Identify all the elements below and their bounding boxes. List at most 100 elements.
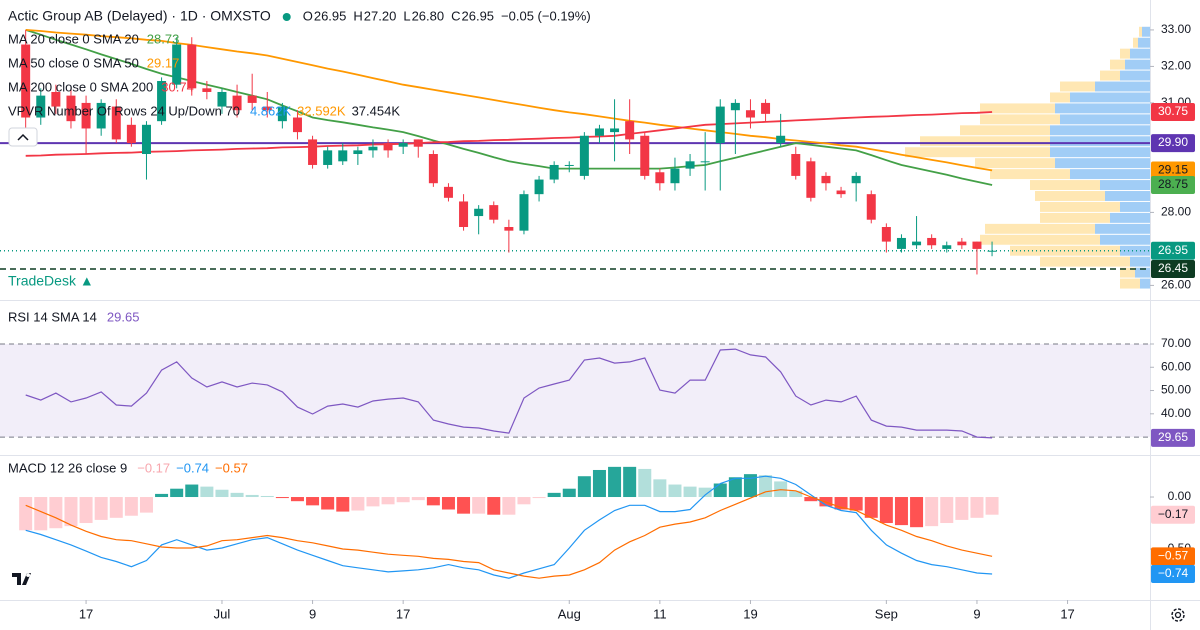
candle-body <box>594 128 604 136</box>
vpvr-down <box>1040 201 1120 212</box>
macd-histogram-bar <box>94 497 108 520</box>
candle-body <box>685 161 695 169</box>
macd-histogram-bar <box>487 497 501 515</box>
macd-histogram-bar <box>940 497 954 524</box>
candle-body <box>262 106 272 111</box>
macd-histogram-bar <box>426 497 440 506</box>
y-tick-label: 40.00 <box>1161 406 1191 420</box>
candle-body <box>625 121 635 140</box>
macd-histogram-bar <box>970 497 984 518</box>
legend-value: 28.73 <box>147 31 180 46</box>
vpvr-down <box>920 136 1050 147</box>
macd-histogram-bar <box>698 487 712 498</box>
macd-histogram-bar <box>804 497 818 502</box>
price-badge <box>1151 134 1195 153</box>
price-badge <box>1151 161 1195 180</box>
vpvr-down <box>980 103 1055 114</box>
ohlc-value: 27.20 <box>364 8 397 23</box>
candle-body <box>443 186 453 198</box>
vpvr-up <box>1050 147 1150 158</box>
candle-body <box>323 150 333 165</box>
price-badge-label: 28.75 <box>1158 177 1188 191</box>
candle-body <box>745 110 755 118</box>
vpvr-down <box>1040 212 1110 223</box>
macd-histogram-bar <box>124 497 138 516</box>
macd-histogram-bar <box>532 497 546 499</box>
moving-average <box>25 111 993 157</box>
macd-histogram-bar <box>879 497 893 524</box>
macd-histogram-bar <box>321 497 335 510</box>
legend-value: 37.454K <box>352 103 401 118</box>
price-badge-label: 26.45 <box>1158 261 1188 275</box>
macd-histogram-bar <box>608 466 622 498</box>
y-tick-label: 26.00 <box>1161 278 1191 292</box>
macd-histogram-bar <box>562 488 576 498</box>
market-status-dot <box>282 13 291 21</box>
price-badge-label: −0.17 <box>1158 507 1189 521</box>
logo-mark <box>12 573 31 585</box>
candle-body <box>806 161 816 198</box>
macd-histogram-bar <box>623 466 637 498</box>
candle-body <box>66 95 76 122</box>
candle-body <box>398 143 408 147</box>
vpvr-down <box>1133 37 1138 48</box>
price-badge <box>1151 176 1195 195</box>
moving-average <box>25 29 993 172</box>
macd-histogram-bar <box>411 497 425 501</box>
vpvr-up <box>1130 256 1150 267</box>
candle-body <box>640 135 650 176</box>
price-badge <box>1151 241 1195 260</box>
candle-body <box>534 179 544 195</box>
settings-icon[interactable] <box>1171 608 1185 622</box>
vpvr-up <box>1142 26 1150 37</box>
x-tick-label: 17 <box>1060 606 1074 621</box>
vpvr-down <box>905 147 1050 158</box>
vpvr-down <box>975 158 1055 169</box>
macd-histogram-bar <box>64 497 78 527</box>
macd-histogram-bar <box>306 497 320 506</box>
collapse-icon <box>17 133 29 141</box>
legend-value: 30.74 <box>161 79 194 94</box>
macd-histogram-bar <box>502 497 516 515</box>
vpvr-up <box>1138 37 1150 48</box>
vpvr-up <box>1120 201 1150 212</box>
x-tick-label: 19 <box>743 606 757 621</box>
legend-name: MA 20 close 0 SMA 20 <box>8 31 139 46</box>
vpvr-up <box>1100 180 1150 191</box>
candle-body <box>504 227 514 231</box>
vpvr-up <box>1070 92 1150 103</box>
macd-histogram-bar <box>683 486 697 498</box>
ohlc-key: O <box>303 8 313 23</box>
macd-histogram-bar <box>185 484 199 498</box>
macd-histogram-bar <box>653 479 667 498</box>
candle-body <box>187 44 197 89</box>
vpvr-up <box>1120 245 1150 256</box>
candle-body <box>927 237 937 246</box>
price-badge-label: −0.74 <box>1158 566 1189 580</box>
symbol-title: Actic Group AB (Delayed) · 1D · OMXSTO <box>8 8 271 24</box>
legend-value: 29.65 <box>107 309 140 324</box>
candle-body <box>957 241 967 246</box>
vpvr-up <box>1110 212 1150 223</box>
legend-value: 32.592K <box>297 103 346 118</box>
vpvr-up <box>1100 234 1150 245</box>
y-tick-label: 28.00 <box>1161 205 1191 219</box>
candle-body <box>338 150 348 162</box>
macd-histogram-bar <box>245 494 259 498</box>
vpvr-up <box>1060 114 1150 125</box>
price-badge <box>1151 547 1195 566</box>
candle-body <box>489 205 499 220</box>
x-tick-label: Sep <box>875 606 898 621</box>
candle-body <box>51 91 61 107</box>
collapse-button[interactable] <box>8 127 38 147</box>
macd-histogram-bar <box>457 497 471 514</box>
macd-histogram-bar <box>592 469 606 498</box>
candle-body <box>172 44 182 85</box>
vpvr-up <box>1105 191 1150 201</box>
candle-body <box>730 102 740 111</box>
vpvr-up <box>1130 48 1150 59</box>
macd-histogram-bar <box>517 497 531 505</box>
candle-body <box>202 88 212 92</box>
vpvr-up <box>1135 267 1150 278</box>
